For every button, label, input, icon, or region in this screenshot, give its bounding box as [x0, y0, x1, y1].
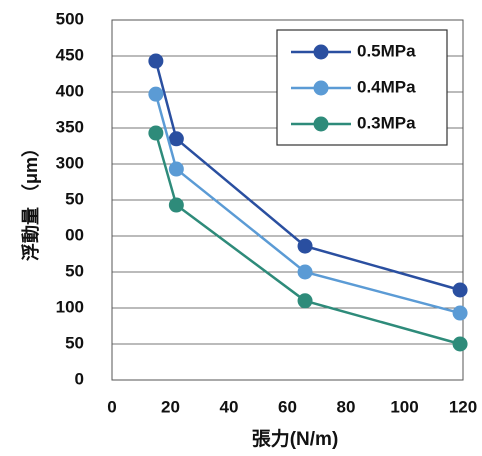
data-point — [452, 282, 468, 298]
x-tick-label: 20 — [161, 397, 180, 416]
data-point — [148, 125, 164, 141]
data-point — [168, 161, 184, 177]
series-line — [154, 60, 461, 292]
series-line — [154, 132, 461, 346]
y-axis-label: 浮動量 （μm） — [20, 139, 41, 261]
legend-label: 0.5MPa — [357, 41, 416, 60]
plot-frame — [111, 19, 464, 381]
data-point — [148, 86, 164, 102]
x-tick-label: 120 — [449, 397, 477, 416]
data-point — [452, 305, 468, 321]
legend-marker — [313, 80, 329, 96]
y-tick-label: 450 — [56, 45, 84, 64]
data-point — [297, 293, 313, 309]
series-line — [154, 93, 461, 315]
x-tick-label: 80 — [337, 397, 356, 416]
y-tick-label: 0 — [75, 369, 84, 388]
data-point — [168, 131, 184, 147]
y-tick-label: 00 — [65, 225, 84, 244]
y-tick-label: 400 — [56, 81, 84, 100]
data-point — [148, 53, 164, 69]
legend-label: 0.4MPa — [357, 77, 416, 96]
x-axis-label: 張力(N/m) — [252, 427, 339, 450]
data-point — [452, 336, 468, 352]
x-tick-label: 0 — [107, 397, 116, 416]
x-tick-label: 100 — [390, 397, 418, 416]
data-point — [168, 197, 184, 213]
y-tick-label: 300 — [56, 153, 84, 172]
y-tick-label: 100 — [56, 297, 84, 316]
y-tick-label: 350 — [56, 117, 84, 136]
y-tick-label: 500 — [56, 9, 84, 28]
y-tick-label: 50 — [65, 261, 84, 280]
legend-marker — [313, 116, 329, 132]
legend-label: 0.3MPa — [357, 113, 416, 132]
legend-marker — [313, 44, 329, 60]
y-tick-label: 50 — [65, 189, 84, 208]
data-point — [297, 264, 313, 280]
x-tick-label: 60 — [278, 397, 297, 416]
y-tick-label: 50 — [65, 333, 84, 352]
x-tick-label: 40 — [220, 397, 239, 416]
data-point — [297, 238, 313, 254]
